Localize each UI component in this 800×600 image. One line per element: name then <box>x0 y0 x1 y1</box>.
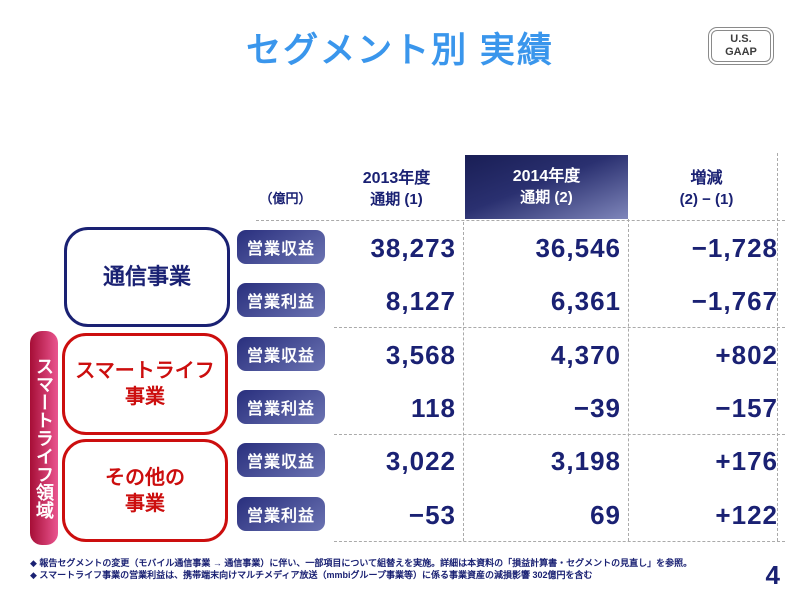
value-other-income-change: +122 <box>715 500 778 530</box>
segment-other-line2: 事業 <box>125 492 165 515</box>
change-header-line2: (2) − (1) <box>679 190 734 208</box>
value-other-revenue-change: +176 <box>715 446 778 476</box>
value-smartlife-revenue-fy2014: 4,370 <box>550 340 621 370</box>
column-header-fy2013: 2013年度 通期 (1) <box>330 163 463 215</box>
us-gaap-badge: U.S. GAAP <box>708 27 774 65</box>
metric-badge-revenue-telecom: 営業収益 <box>237 230 325 264</box>
page-number: 4 <box>765 560 780 590</box>
group-divider-line-1 <box>334 327 785 328</box>
value-telecom-revenue-fy2014: 36,546 <box>535 233 621 263</box>
smartlife-domain-band: スマートライフ領域 <box>30 331 58 545</box>
fy2014-header-line2: 通期 (2) <box>520 188 573 206</box>
value-telecom-income-fy2014: 6,361 <box>550 286 621 316</box>
value-other-income-fy2013: −53 <box>408 500 456 530</box>
metric-badge-income-other: 営業利益 <box>237 497 325 531</box>
value-smartlife-income-fy2014: −39 <box>573 393 621 423</box>
unit-label: （億円） <box>259 191 312 206</box>
fy2014-header-line1: 2014年度 <box>512 168 581 186</box>
value-other-revenue-fy2014: 3,198 <box>550 446 621 476</box>
value-smartlife-income-change: −157 <box>715 393 778 423</box>
fy2013-header-line2: 通期 (1) <box>370 190 423 208</box>
value-telecom-income-change: −1,767 <box>691 286 778 316</box>
segment-box-telecom: 通信事業 <box>64 227 230 327</box>
us-gaap-line1: U.S. <box>730 33 752 46</box>
segment-smartlife-line1: スマートライフ <box>75 360 215 382</box>
us-gaap-badge-inner: U.S. GAAP <box>711 30 771 62</box>
segment-telecom-line1: 通信事業 <box>102 263 191 289</box>
footnote-1: ◆ 報告セグメントの変更（モバイル通信事業 → 通信事業）に伴い、一部項目につい… <box>30 558 693 568</box>
us-gaap-line2: GAAP <box>725 46 757 58</box>
segment-smartlife-line2: 事業 <box>125 386 165 408</box>
metric-badge-income-smartlife: 営業利益 <box>237 390 325 424</box>
footnotes: ◆ 報告セグメントの変更（モバイル通信事業 → 通信事業）に伴い、一部項目につい… <box>30 557 730 581</box>
value-smartlife-revenue-change: +802 <box>715 340 778 370</box>
metric-badge-income-telecom: 営業利益 <box>237 283 325 317</box>
value-other-revenue-fy2013: 3,022 <box>385 446 456 476</box>
value-smartlife-revenue-fy2013: 3,568 <box>385 340 456 370</box>
metric-badge-revenue-smartlife: 営業収益 <box>237 337 325 371</box>
fy2013-header-line1: 2013年度 <box>362 170 431 188</box>
value-smartlife-income-fy2013: 118 <box>411 393 456 423</box>
value-telecom-revenue-change: −1,728 <box>691 233 778 263</box>
page-title: セグメント別 実績 <box>246 31 554 70</box>
footnote-2: ◆ スマートライフ事業の営業利益は、携帯端末向けマルチメディア放送（mmbiグル… <box>30 570 593 580</box>
value-telecom-revenue-fy2013: 38,273 <box>370 233 456 263</box>
value-telecom-income-fy2013: 8,127 <box>385 286 456 316</box>
value-other-income-fy2014: 69 <box>590 500 621 530</box>
header-divider-line <box>256 220 785 221</box>
column-divider-line-2 <box>628 219 629 541</box>
column-header-change: 増減 (2) − (1) <box>628 163 785 215</box>
table-bottom-line <box>334 541 785 542</box>
group-divider-line-2 <box>334 434 785 435</box>
segment-box-smartlife: スマートライフ 事業 <box>62 333 228 435</box>
column-divider-line-1 <box>463 222 464 541</box>
segment-box-other: その他の 事業 <box>62 439 228 542</box>
segment-other-line1: その他の <box>105 466 185 489</box>
metric-badge-revenue-other: 営業収益 <box>237 443 325 477</box>
column-header-fy2014: 2014年度 通期 (2) <box>465 155 628 219</box>
table-right-line <box>777 153 778 541</box>
change-header-line1: 増減 <box>690 170 723 188</box>
